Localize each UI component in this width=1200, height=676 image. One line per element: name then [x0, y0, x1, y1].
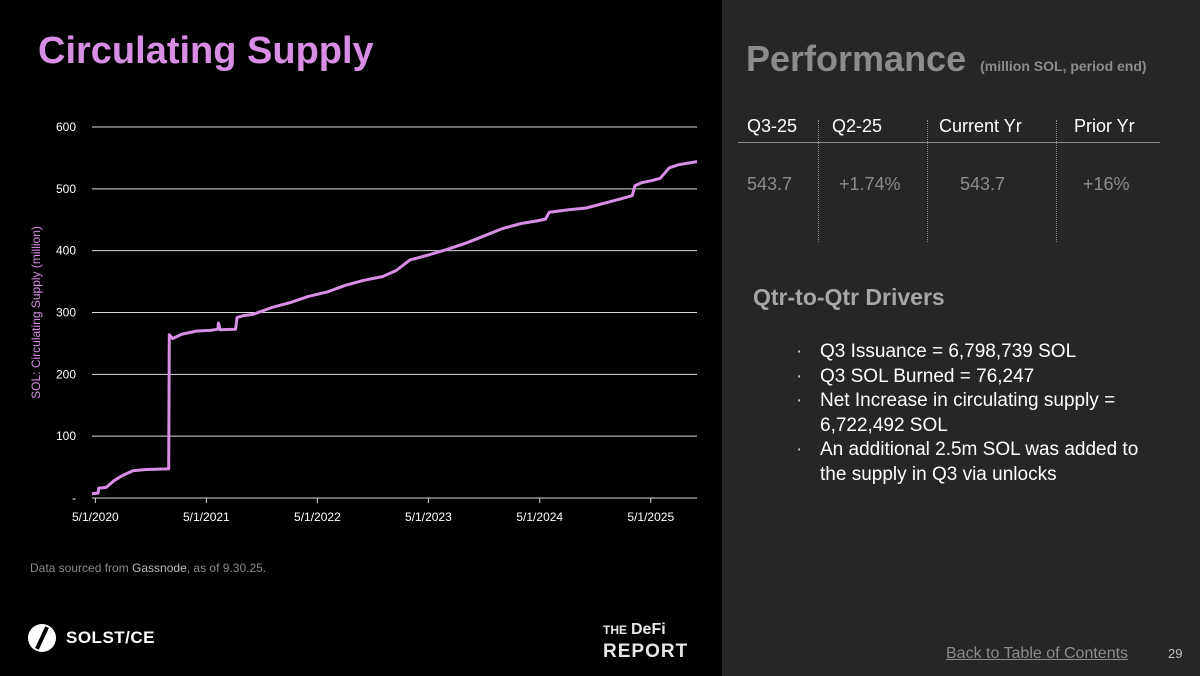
defi-report-logo: THE DeFi REPORT: [603, 619, 688, 662]
source-suffix: , as of 9.30.25.: [186, 561, 267, 575]
perf-value-current-yr: 543.7: [960, 174, 1006, 194]
x-tick-label: 5/1/2024: [516, 510, 563, 524]
perf-col-divider: [1056, 120, 1057, 242]
driver-item-text: Q3 Issuance = 6,798,739 SOL: [820, 341, 1077, 362]
perf-col-divider: [818, 120, 819, 242]
solstice-logo-text: SOLST/CE: [66, 628, 156, 647]
x-tick-label: 5/1/2020: [72, 510, 119, 524]
source-note: Data sourced from Gassnode, as of 9.30.2…: [30, 561, 266, 575]
drivers-title: Qtr-to-Qtr Drivers: [753, 284, 945, 310]
source-prefix: Data sourced from: [30, 561, 133, 575]
y-tick-label: 400: [56, 244, 76, 258]
driver-item-text: An additional 2.5m SOL was added to the …: [820, 439, 1139, 485]
perf-header-q2-25: Q2-25: [832, 116, 883, 136]
perf-header-q3-25: Q3-25: [747, 116, 798, 136]
left-panel: Circulating Supply - 100 200 300 400 500 600 5/…: [0, 0, 722, 676]
bullet-icon: ·: [796, 341, 803, 362]
defi-logo-report: REPORT: [603, 641, 689, 662]
performance-title: Performance (million SOL, period end): [746, 38, 1147, 80]
perf-value-q3-25: 543.7: [747, 174, 793, 194]
back-to-toc-link[interactable]: Back to Table of Contents: [946, 645, 1129, 662]
defi-logo-defi: DeFi: [631, 621, 666, 638]
driver-item: · Q3 Issuance = 6,798,739 SOL: [796, 340, 1166, 365]
perf-header-rule: [738, 142, 1160, 143]
y-tick-label: -: [72, 491, 76, 505]
x-tick-label: 5/1/2023: [405, 510, 452, 524]
perf-value-prior-yr: +16%: [1083, 174, 1130, 194]
perf-value-q2-25: +1.74%: [839, 174, 901, 194]
driver-item-text: Q3 SOL Burned = 76,247: [820, 365, 1035, 387]
driver-item: · An additional 2.5m SOL was added to the…: [796, 438, 1166, 487]
perf-header-prior-yr: Prior Yr: [1074, 116, 1135, 136]
y-tick-label: 200: [56, 367, 76, 381]
driver-item: · Q3 SOL Burned = 76,247: [796, 365, 1166, 390]
drivers-list: · Q3 Issuance = 6,798,739 SOL · Q3 SOL Bur…: [796, 340, 1166, 487]
supply-chart: - 100 200 300 400 500 600 5/1/2020 5/1/2021 5/1/2…: [29, 120, 698, 524]
solstice-logo-mark-icon: [28, 624, 56, 652]
y-tick-label: 600: [56, 120, 76, 134]
driver-item: · Net Increase in circulating supply = 6,…: [796, 389, 1166, 438]
page-number: 29: [1168, 646, 1183, 661]
page-title: Circulating Supply: [38, 30, 374, 72]
bullet-icon: ·: [796, 390, 803, 411]
solstice-logo: SOLST/CE: [28, 624, 155, 652]
driver-item-text: Net Increase in circulating supply = 6,7…: [820, 390, 1116, 436]
y-tick-label: 300: [56, 306, 76, 320]
source-name: Gassnode: [132, 561, 187, 575]
bullet-icon: ·: [796, 365, 803, 387]
y-axis-label: SOL: Circulating Supply (million): [29, 226, 43, 399]
supply-series-line: [91, 160, 698, 496]
perf-header-current-yr: Current Yr: [939, 116, 1022, 136]
performance-subtitle: (million SOL, period end): [980, 58, 1147, 74]
y-tick-label: 500: [56, 182, 76, 196]
x-tick-label: 5/1/2021: [183, 510, 230, 524]
x-tick-label: 5/1/2022: [294, 510, 341, 524]
perf-col-divider: [927, 120, 928, 242]
y-tick-label: 100: [56, 429, 76, 443]
right-panel: [722, 0, 1200, 676]
bullet-icon: ·: [796, 439, 803, 460]
performance-title-text: Performance: [746, 38, 967, 79]
x-tick-label: 5/1/2025: [627, 510, 674, 524]
defi-logo-the: THE: [603, 623, 627, 637]
